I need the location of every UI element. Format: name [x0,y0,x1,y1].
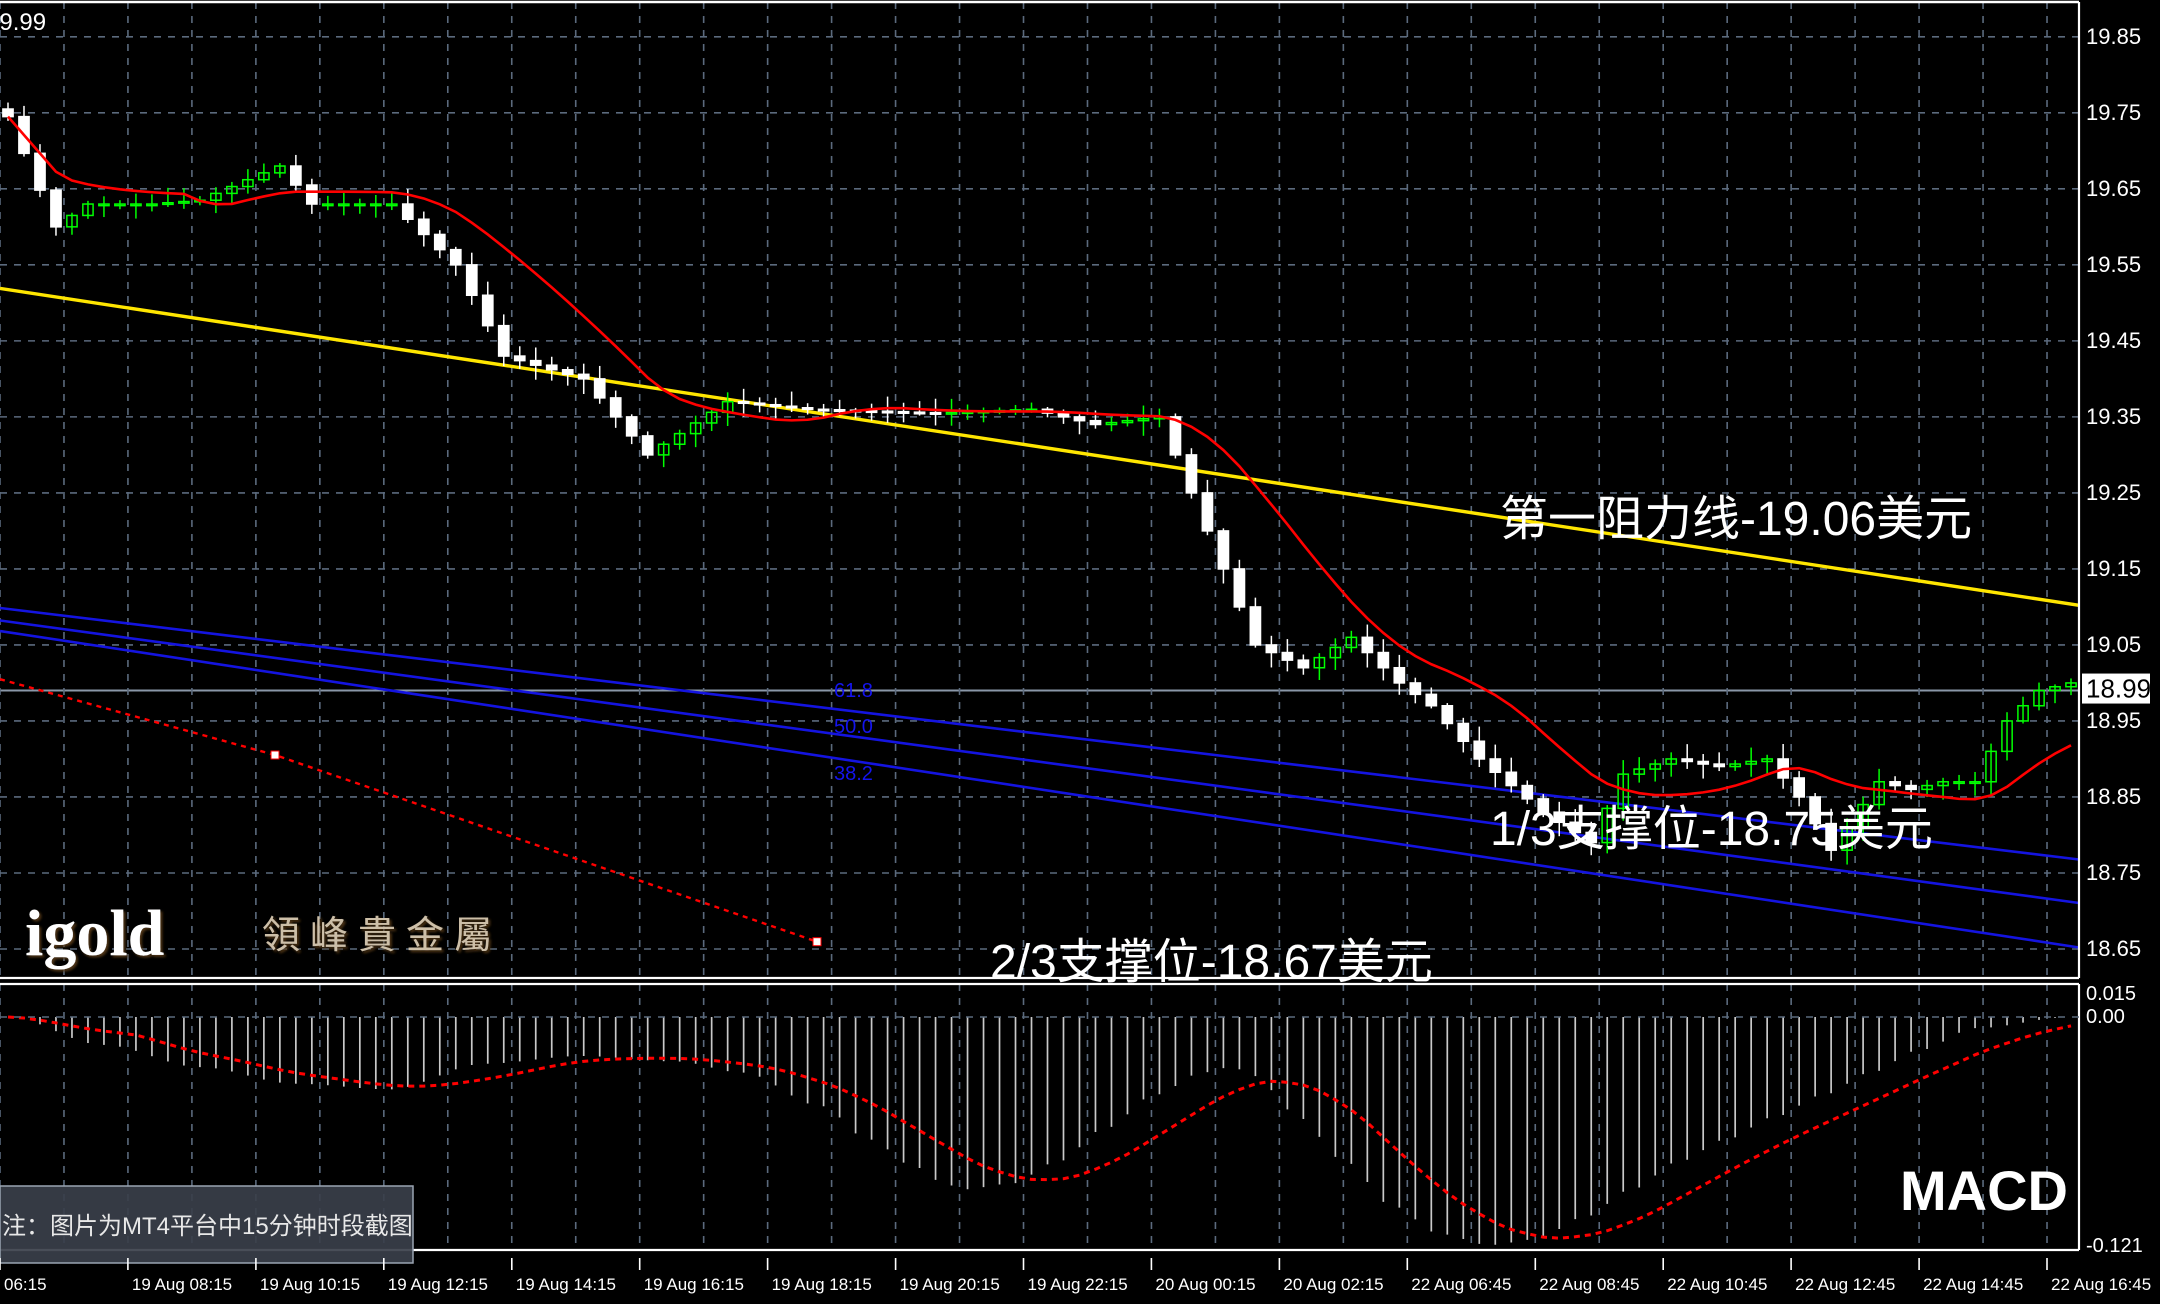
svg-text:22 Aug 14:45: 22 Aug 14:45 [1923,1275,2023,1294]
svg-text:19 Aug 20:15: 19 Aug 20:15 [900,1275,1000,1294]
svg-text:19.99: 19.99 [0,9,46,36]
svg-text:22 Aug 16:45: 22 Aug 16:45 [2051,1275,2151,1294]
svg-text:19 Aug 22:15: 19 Aug 22:15 [1028,1275,1128,1294]
svg-text:18.75: 18.75 [2086,860,2141,885]
svg-text:0.00: 0.00 [2086,1006,2125,1028]
svg-text:19.05: 19.05 [2086,632,2141,657]
svg-text:igold: igold [25,897,164,970]
svg-text:-0.121: -0.121 [2086,1235,2143,1257]
svg-text:19 Aug 14:15: 19 Aug 14:15 [516,1275,616,1294]
svg-text:22 Aug 06:45: 22 Aug 06:45 [1411,1275,1511,1294]
svg-text:領峰貴金屬: 領峰貴金屬 [262,915,502,957]
svg-text:19 Aug 08:15: 19 Aug 08:15 [132,1275,232,1294]
svg-text:22 Aug 12:45: 22 Aug 12:45 [1795,1275,1895,1294]
svg-text:61.8: 61.8 [834,680,873,702]
svg-text:19.35: 19.35 [2086,404,2141,429]
svg-text:1/3支撑位-18.75美元: 1/3支撑位-18.75美元 [1490,803,1933,856]
svg-text:18.99: 18.99 [2086,674,2151,704]
svg-text:19.65: 19.65 [2086,176,2141,201]
svg-text:19.75: 19.75 [2086,100,2141,125]
svg-text:19 Aug 16:15: 19 Aug 16:15 [644,1275,744,1294]
svg-text:18.65: 18.65 [2086,936,2141,961]
svg-text:20 Aug 00:15: 20 Aug 00:15 [1155,1275,1255,1294]
svg-text:MACD: MACD [1900,1159,2068,1222]
svg-text:19 Aug 18:15: 19 Aug 18:15 [772,1275,872,1294]
svg-text:2/3支撑位-18.67美元: 2/3支撑位-18.67美元 [990,936,1433,989]
svg-text:50.0: 50.0 [834,716,873,738]
svg-text:20 Aug 02:15: 20 Aug 02:15 [1283,1275,1383,1294]
svg-text:18.85: 18.85 [2086,784,2141,809]
svg-text:第一阻力线-19.06美元: 第一阻力线-19.06美元 [1500,493,1972,546]
svg-text:0.015: 0.015 [2086,983,2136,1005]
svg-text:19 Aug 12:15: 19 Aug 12:15 [388,1275,488,1294]
svg-text:19.85: 19.85 [2086,24,2141,49]
svg-text:06:15: 06:15 [4,1275,47,1294]
svg-text:19.45: 19.45 [2086,328,2141,353]
svg-text:18.95: 18.95 [2086,708,2141,733]
svg-text:注：图片为MT4平台中15分钟时段截图: 注：图片为MT4平台中15分钟时段截图 [2,1213,413,1240]
svg-text:22 Aug 08:45: 22 Aug 08:45 [1539,1275,1639,1294]
svg-text:19.25: 19.25 [2086,480,2141,505]
svg-text:38.2: 38.2 [834,763,873,785]
svg-text:19.15: 19.15 [2086,556,2141,581]
svg-text:22 Aug 10:45: 22 Aug 10:45 [1667,1275,1767,1294]
svg-text:19.55: 19.55 [2086,252,2141,277]
svg-text:19 Aug 10:15: 19 Aug 10:15 [260,1275,360,1294]
